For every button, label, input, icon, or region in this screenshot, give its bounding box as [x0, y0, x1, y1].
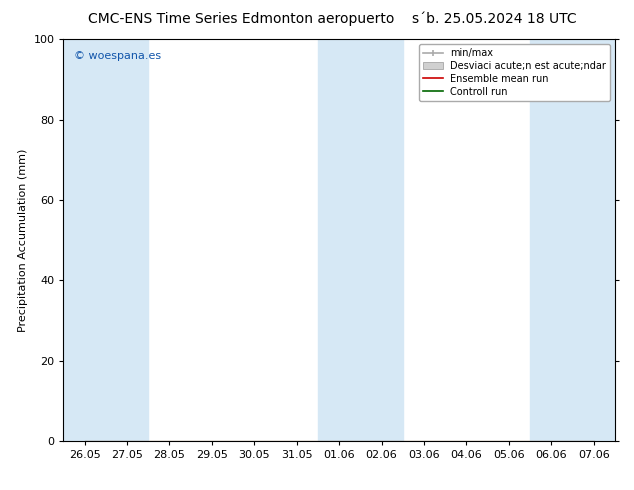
Text: CMC-ENS Time Series Edmonton aeropuerto: CMC-ENS Time Series Edmonton aeropuerto: [87, 12, 394, 26]
Text: s´b. 25.05.2024 18 UTC: s´b. 25.05.2024 18 UTC: [412, 12, 577, 26]
Legend: min/max, Desviaci acute;n est acute;ndar, Ensemble mean run, Controll run: min/max, Desviaci acute;n est acute;ndar…: [419, 44, 610, 100]
Bar: [530, 39, 615, 441]
Bar: [63, 39, 148, 441]
Y-axis label: Precipitation Accumulation (mm): Precipitation Accumulation (mm): [18, 148, 28, 332]
Text: © woespana.es: © woespana.es: [74, 51, 162, 61]
Bar: [318, 39, 403, 441]
